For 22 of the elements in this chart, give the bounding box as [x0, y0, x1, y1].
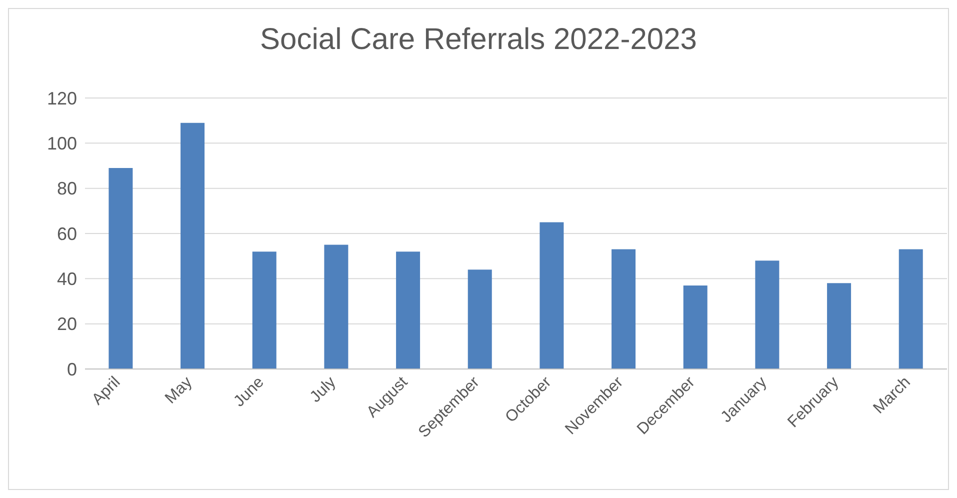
y-tick-label: 80 [56, 178, 77, 199]
bar [396, 252, 420, 369]
bar [683, 285, 708, 369]
bar [540, 222, 564, 369]
y-tick-label: 120 [46, 88, 77, 108]
y-tick-label: 40 [56, 269, 77, 290]
bar [755, 260, 780, 369]
x-tick-label: July [307, 374, 340, 406]
bar [108, 168, 133, 369]
bar [252, 252, 276, 369]
bar [468, 270, 492, 369]
y-tick-label: 100 [46, 134, 77, 154]
y-tick-label: 0 [66, 359, 77, 380]
bar [180, 122, 205, 369]
chart-title: Social Care Referrals 2022-2023 [259, 22, 698, 58]
bar [827, 283, 852, 369]
y-tick-label: 60 [56, 224, 77, 244]
bar [612, 249, 636, 369]
x-tick-label: May [162, 374, 196, 408]
bar [898, 249, 923, 369]
y-tick-label: 20 [56, 314, 77, 334]
bar [324, 244, 348, 369]
